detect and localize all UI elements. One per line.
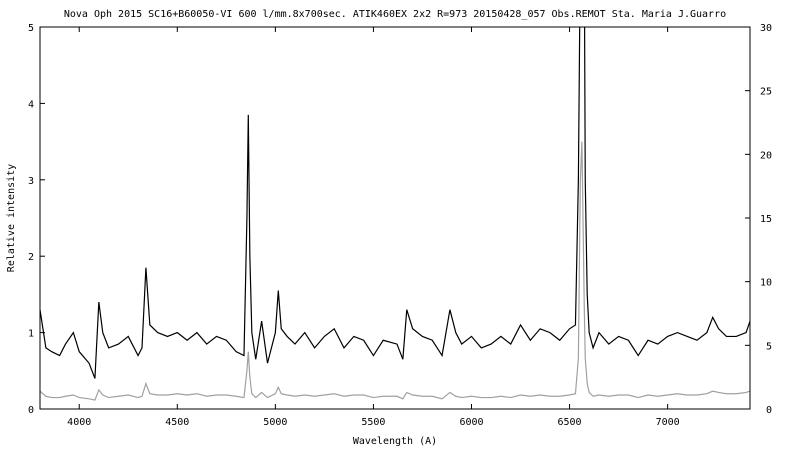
spectrum-line bbox=[40, 141, 750, 401]
y2-tick-label: 20 bbox=[760, 150, 772, 161]
x-tick-label: 5000 bbox=[263, 417, 287, 428]
x-axis-label: Wavelength (A) bbox=[353, 436, 437, 447]
x-tick-label: 5500 bbox=[361, 417, 385, 428]
y2-tick-label: 5 bbox=[766, 341, 772, 352]
y-tick-label: 5 bbox=[28, 23, 34, 34]
x-tick-label: 4000 bbox=[67, 417, 91, 428]
y2-tick-label: 10 bbox=[760, 278, 772, 289]
spectrum-line bbox=[40, 27, 750, 379]
y-tick-label: 0 bbox=[28, 405, 34, 416]
x-tick-label: 4500 bbox=[165, 417, 189, 428]
y2-tick-label: 15 bbox=[760, 214, 772, 225]
chart-title: Nova Oph 2015 SC16+B60050-VI 600 l/mm.8x… bbox=[64, 9, 726, 20]
x-tick-label: 6500 bbox=[558, 417, 582, 428]
y-tick-label: 3 bbox=[28, 176, 34, 187]
y2-tick-label: 30 bbox=[760, 23, 772, 34]
y-axis-label: Relative intensity bbox=[6, 164, 17, 272]
x-tick-label: 7000 bbox=[656, 417, 680, 428]
y2-tick-label: 0 bbox=[766, 405, 772, 416]
y-tick-label: 4 bbox=[28, 99, 34, 110]
y-tick-label: 1 bbox=[28, 329, 34, 340]
plot-frame bbox=[39, 26, 751, 410]
plot-area bbox=[40, 27, 750, 401]
x-tick-label: 6000 bbox=[459, 417, 483, 428]
y2-tick-label: 25 bbox=[760, 87, 772, 98]
y-tick-label: 2 bbox=[28, 252, 34, 263]
